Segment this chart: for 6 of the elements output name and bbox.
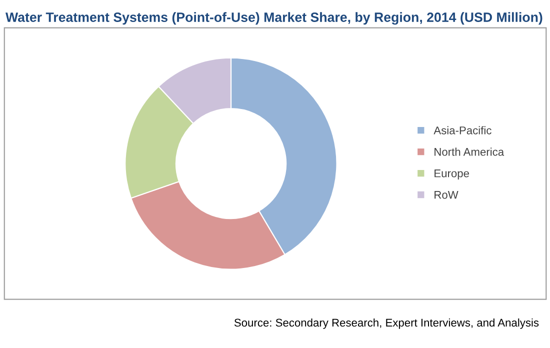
- source-note: Source: Secondary Research, Expert Interviews, and Analysis: [234, 318, 539, 329]
- legend-label: RoW: [434, 190, 458, 199]
- legend-label: Europe: [434, 170, 469, 180]
- legend-label: Asia-Pacific: [434, 126, 492, 134]
- chart-title: Water Treatment Systems (Point-of-Use) Market Share, by Region, 2014 (USD Million): [6, 12, 542, 25]
- legend-label: North America: [434, 148, 504, 156]
